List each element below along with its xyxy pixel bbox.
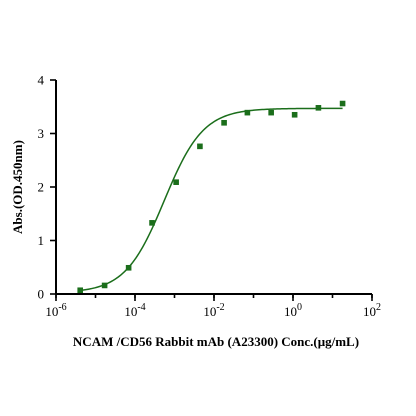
data-point xyxy=(221,120,227,126)
fit-curve xyxy=(80,107,343,292)
x-tick-label: 10-2 xyxy=(203,302,224,319)
x-tick-label: 10-6 xyxy=(45,302,66,319)
data-point xyxy=(244,109,251,116)
x-tick-label: 102 xyxy=(363,302,381,319)
data-point xyxy=(125,264,132,271)
y-tick-label: 4 xyxy=(38,73,45,88)
data-point xyxy=(339,100,346,107)
x-axis-title: NCAM /CD56 Rabbit mAb (A23300) Conc.(μg/… xyxy=(73,334,359,349)
data-points-layer xyxy=(77,100,346,294)
y-ticks: 0 1 2 3 4 xyxy=(38,73,56,302)
y-axis-title: Abs.(OD.450nm) xyxy=(10,140,25,234)
y-tick-label: 3 xyxy=(38,126,45,141)
data-point xyxy=(315,105,322,111)
data-point xyxy=(77,287,84,294)
fit-curve-layer xyxy=(80,107,343,292)
axes xyxy=(55,80,372,295)
data-point xyxy=(197,143,203,150)
y-tick-label: 1 xyxy=(38,233,45,248)
x-tick-label: 100 xyxy=(284,302,302,319)
data-point xyxy=(149,220,155,226)
x-ticks: 10-6 10-4 10-2 100 102 xyxy=(45,294,381,319)
data-point xyxy=(101,282,108,289)
data-point xyxy=(173,179,179,185)
y-tick-label: 0 xyxy=(38,287,45,302)
data-point xyxy=(268,109,274,116)
x-tick-label: 10-4 xyxy=(124,302,145,319)
data-point xyxy=(291,111,298,118)
y-tick-label: 2 xyxy=(38,180,45,195)
